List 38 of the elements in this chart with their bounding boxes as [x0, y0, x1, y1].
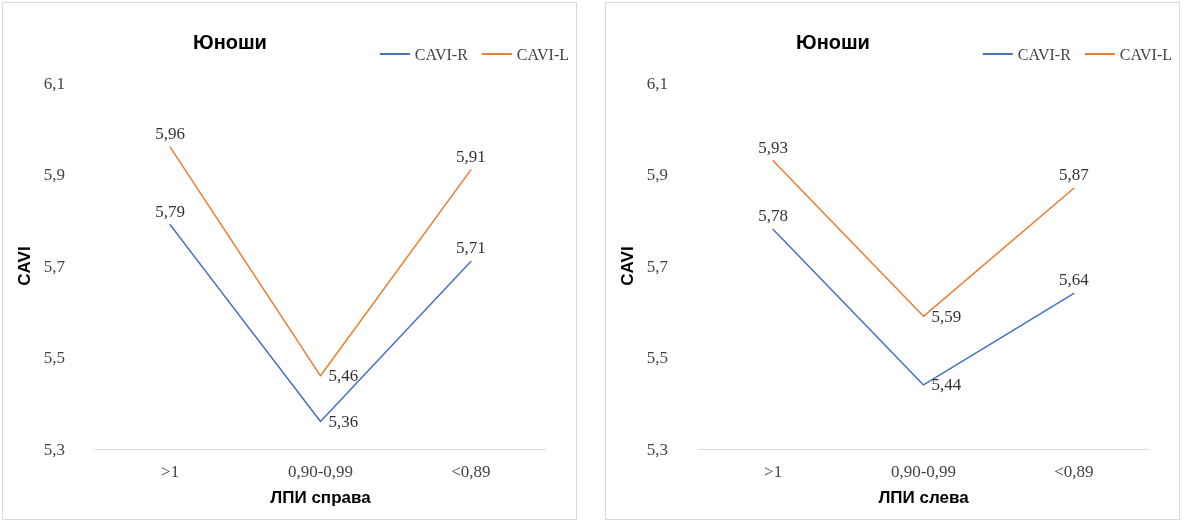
y-tick-label: 6,1: [43, 73, 65, 93]
data-label: 5,93: [758, 137, 789, 157]
legend-label: CAVI-L: [516, 45, 570, 63]
data-label: 5,78: [758, 206, 789, 226]
x-tick-label: 0,90-0,99: [890, 462, 957, 481]
x-tick-label: <0,89: [451, 462, 491, 481]
chart-title: Юноши: [193, 31, 267, 53]
x-axis-title: ЛПИ слева: [878, 488, 970, 507]
y-tick-label: 5,9: [43, 165, 65, 184]
data-label: 5,87: [1058, 165, 1090, 185]
data-label: 5,96: [155, 124, 186, 144]
y-axis-title: CAVI: [617, 246, 637, 286]
data-label: 5,36: [328, 412, 359, 432]
y-tick-label: 5,9: [646, 165, 668, 184]
legend-label: CAVI-R: [414, 45, 469, 63]
y-tick-label: 5,3: [43, 439, 65, 459]
data-label: 5,79: [155, 201, 186, 221]
y-tick-label: 5,5: [646, 348, 668, 367]
data-label: 5,46: [328, 366, 359, 386]
x-tick-label: >1: [764, 462, 783, 481]
chart-title: Юноши: [796, 31, 870, 53]
y-axis-title: CAVI: [14, 246, 34, 286]
data-label: 5,91: [455, 146, 486, 166]
x-axis-title: ЛПИ справа: [270, 488, 372, 507]
legend-label: CAVI-L: [1119, 45, 1173, 63]
x-tick-label: 0,90-0,99: [287, 462, 354, 481]
data-label: 5,59: [931, 306, 962, 326]
y-tick-label: 5,7: [646, 256, 669, 276]
data-label: 5,44: [931, 375, 962, 395]
legend-label: CAVI-R: [1017, 45, 1072, 63]
y-tick-label: 6,1: [646, 73, 668, 93]
data-label: 5,64: [1058, 270, 1090, 290]
x-tick-label: >1: [161, 462, 180, 481]
y-tick-label: 5,7: [43, 256, 66, 276]
y-tick-label: 5,3: [646, 439, 668, 459]
data-label: 5,71: [455, 238, 486, 258]
x-tick-label: <0,89: [1054, 462, 1094, 481]
y-tick-label: 5,5: [43, 348, 65, 367]
